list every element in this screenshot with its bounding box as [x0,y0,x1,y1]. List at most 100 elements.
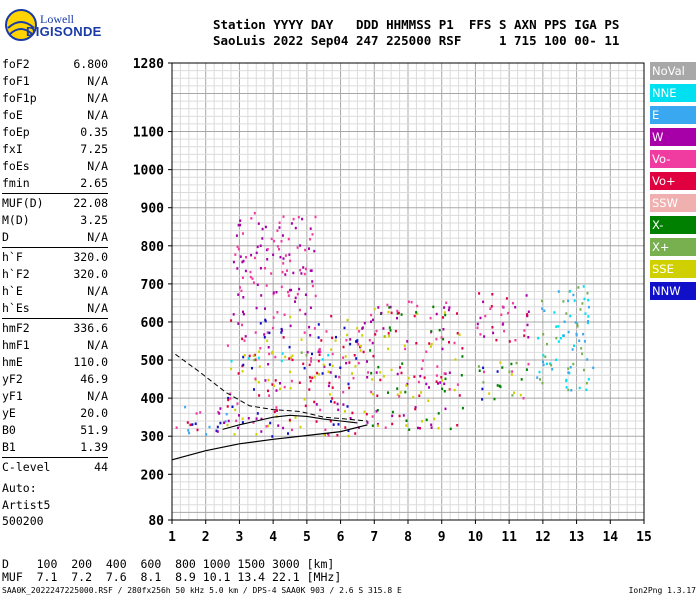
echo-point [309,238,312,241]
echo-point [448,341,450,344]
echo-point [241,260,244,264]
echo-point [280,331,283,334]
param-name: yE [2,406,16,420]
echo-point [567,367,570,370]
echo-point [443,372,446,375]
echo-point [338,375,341,379]
echo-point [370,320,372,323]
echo-point [425,382,428,386]
echo-point [275,409,278,412]
echo-point [261,227,264,231]
echo-point [243,339,246,342]
echo-point [254,377,257,380]
echo-point [267,389,269,393]
echo-point [394,329,397,333]
param-name: h`E [2,284,23,298]
echo-point [461,347,464,350]
echo-point [279,382,281,385]
echo-point [388,306,391,309]
echo-point [440,376,443,379]
echo-point [366,376,369,379]
param-name: fxI [2,142,23,156]
echo-point [331,397,334,400]
y-tick-label: 600 [141,316,165,331]
echo-point [479,333,482,336]
echo-point [376,409,379,412]
echo-point [403,344,406,347]
echo-point [511,301,514,305]
echo-point [478,292,481,295]
echo-point [268,331,271,335]
echo-point [443,382,446,386]
echo-point [255,417,258,420]
echo-point [436,365,439,368]
param-value: 22.08 [73,196,108,210]
y-tick-label: 1280 [133,57,164,72]
echo-point [562,300,565,303]
echo-point [583,368,585,372]
echo-point [304,404,307,408]
echo-point [260,294,263,297]
echo-point [259,322,262,325]
echo-point [365,412,368,416]
echo-point [355,357,358,360]
echo-point [297,215,300,219]
echo-point [372,354,375,358]
echo-point [525,368,528,371]
header-columns: Station YYYY DAY DDD HHMMSS P1 FFS S AXN… [213,17,620,32]
echo-point [454,358,457,361]
echo-point [576,322,579,326]
echo-point [433,417,436,421]
echo-point [300,338,303,341]
echo-point [216,430,219,433]
echo-point [259,267,262,270]
echo-point [585,381,588,385]
echo-point [219,421,222,425]
echo-point [327,434,330,437]
echo-point [263,336,266,339]
echo-point [592,366,595,370]
echo-point [343,326,346,330]
echo-point [250,253,253,257]
echo-point [354,432,357,435]
echo-point [515,361,518,365]
echo-point [527,310,530,313]
echo-point [445,301,448,304]
echo-point [541,307,544,310]
echo-point [484,314,487,318]
echo-point [255,433,258,436]
echo-point [580,347,583,350]
echo-point [187,429,190,432]
echo-point [511,370,514,373]
echo-point [252,281,255,284]
echo-point [208,425,211,429]
y-tick-label: 1100 [133,126,164,141]
echo-point [249,275,252,279]
echo-point [382,327,385,330]
echo-point [298,287,301,291]
echo-point [568,290,571,293]
echo-point [572,293,575,297]
echo-point [587,320,590,323]
echo-point [586,292,589,295]
echo-point [260,417,263,421]
echo-point [555,336,558,340]
echo-point [288,357,291,360]
echo-point [539,378,541,381]
echo-point [442,337,445,341]
echo-point [247,417,250,420]
param-value: N/A [87,230,108,244]
echo-point [336,402,339,406]
param-row: h`F2 320.0 [2,266,108,283]
echo-point [573,344,575,347]
echo-point [545,362,548,366]
echo-point [308,325,311,329]
echo-point [527,336,530,339]
echo-point [543,309,546,312]
echo-point [557,290,560,293]
echo-point [247,357,250,360]
echo-point [291,354,294,357]
echo-point [495,338,498,342]
echo-point [357,343,360,346]
param-row: foEp 0.35 [2,124,108,141]
